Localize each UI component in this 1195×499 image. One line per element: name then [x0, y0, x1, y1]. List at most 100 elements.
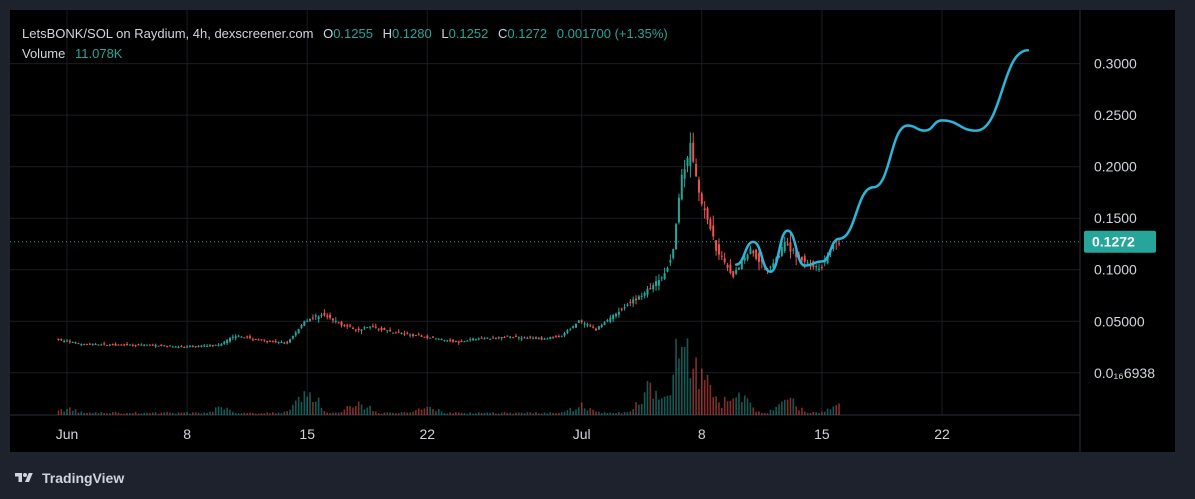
- volume-bar: [420, 409, 423, 415]
- volume-bar: [520, 412, 523, 415]
- volume-bar: [363, 409, 366, 415]
- candle-body: [166, 345, 169, 347]
- candle-body: [148, 344, 151, 346]
- volume-bar: [229, 409, 231, 415]
- candle-body: [437, 338, 440, 340]
- candle-body: [71, 341, 74, 343]
- candle-body: [655, 281, 658, 287]
- candle-body: [543, 338, 546, 340]
- volume-bar: [592, 409, 594, 415]
- candle-body: [206, 345, 209, 347]
- volume-bar: [512, 413, 514, 415]
- volume-bar: [669, 395, 672, 415]
- volume-bar: [789, 397, 792, 415]
- candle-body: [194, 346, 197, 348]
- volume-bar: [803, 411, 806, 415]
- low-label: L: [441, 26, 449, 41]
- candle-body: [549, 337, 552, 339]
- candle-body: [123, 344, 126, 346]
- volume-bar: [509, 412, 512, 415]
- candle-body: [743, 257, 746, 261]
- tradingview-brand[interactable]: TradingView: [12, 468, 124, 488]
- candle-body: [334, 321, 337, 323]
- volume-bar: [835, 405, 837, 415]
- candle-body: [629, 301, 632, 303]
- candle-body: [74, 342, 77, 344]
- candle-body: [712, 225, 715, 237]
- candle-body: [489, 338, 492, 340]
- candle-body: [737, 267, 740, 270]
- candle-body: [569, 329, 572, 331]
- volume-bar: [658, 399, 660, 415]
- candle-body: [217, 344, 220, 346]
- volume-bar: [154, 412, 157, 415]
- candle-body: [331, 318, 334, 321]
- volume-bar: [652, 398, 654, 415]
- volume-bar: [549, 412, 552, 415]
- volume-bar: [194, 412, 197, 415]
- candle-body: [500, 337, 503, 339]
- volume-bar: [572, 411, 574, 415]
- candle-body: [729, 264, 732, 273]
- candle-body: [606, 320, 609, 322]
- candle-body: [460, 340, 463, 342]
- candle-body: [346, 325, 349, 327]
- volume-bar: [701, 368, 703, 415]
- candle-body: [457, 341, 460, 343]
- volume-bar: [349, 405, 351, 415]
- candles: [57, 132, 841, 349]
- x-tick-label: 8: [183, 426, 191, 442]
- candle-body: [277, 341, 280, 343]
- volume-bar: [126, 412, 128, 415]
- volume-bar: [683, 347, 686, 415]
- candle-body: [214, 344, 217, 346]
- candle-body: [97, 344, 100, 346]
- candle-body: [523, 337, 526, 339]
- candle-body: [580, 320, 583, 323]
- volume-bar: [469, 412, 471, 415]
- volume-bar: [234, 413, 237, 415]
- candle-body: [211, 344, 214, 346]
- volume-bar: [775, 406, 777, 415]
- candle-body: [440, 339, 443, 341]
- candle-body: [532, 337, 535, 339]
- volume-bar: [60, 409, 63, 415]
- volume-bar: [226, 407, 228, 415]
- candle-body: [540, 337, 543, 340]
- volume-bar: [254, 413, 257, 415]
- volume-bar: [783, 399, 786, 415]
- chart-panel[interactable]: 0.1272 0.3000 0.2500 0.2000 0.1500 0.1000 0.05…: [10, 10, 1175, 452]
- volume-bar: [812, 411, 815, 415]
- volume-bar: [446, 413, 449, 415]
- candle-body: [371, 326, 374, 328]
- candle-body: [497, 337, 500, 339]
- volume-bar: [280, 413, 283, 415]
- volume-bar: [146, 412, 148, 415]
- candle-body: [340, 321, 343, 326]
- volume-bar: [552, 412, 554, 415]
- volume-bar: [535, 412, 537, 415]
- volume-bar: [217, 406, 220, 415]
- volume-bar: [166, 411, 168, 415]
- volume-bar: [649, 382, 652, 415]
- volume-bar: [829, 409, 832, 415]
- volume-bar: [766, 413, 769, 415]
- candle-body: [526, 337, 529, 339]
- volume-bar: [598, 411, 600, 415]
- x-tick-label: Jul: [573, 426, 591, 442]
- volume-bar: [781, 401, 783, 415]
- candle-body: [380, 327, 383, 330]
- symbol-title: LetsBONK/SOL on Raydium, 4h, dexscreener…: [22, 26, 314, 41]
- volume-bar: [249, 412, 251, 415]
- volume-bar: [100, 411, 103, 415]
- candle-body: [111, 344, 114, 346]
- candle-body: [646, 288, 649, 295]
- candlestick-chart[interactable]: 0.1272 0.3000 0.2500 0.2000 0.1500 0.1000 0.05…: [10, 10, 1175, 452]
- candle-body: [306, 320, 309, 322]
- volume-bar: [106, 413, 108, 415]
- volume-bar: [243, 412, 246, 415]
- volume-bar: [86, 412, 88, 415]
- volume-bar: [735, 397, 737, 415]
- candle-body: [160, 344, 163, 347]
- volume-bar: [109, 413, 111, 415]
